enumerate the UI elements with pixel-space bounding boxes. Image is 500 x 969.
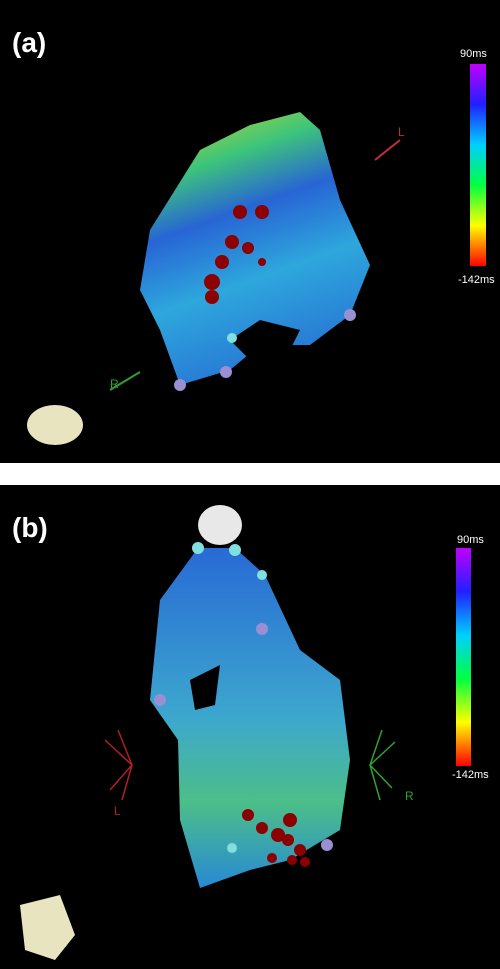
scale-max: 90ms [460,48,487,60]
axis-right: R [405,789,414,803]
panel-label: (a) [12,27,46,58]
axis-right: R [110,377,119,391]
panel-label: (b) [12,512,48,543]
color-bar [470,64,486,266]
figure: (a) 90ms -142ms L R (b) 90ms -142ms [0,0,500,969]
color-bar [456,548,471,766]
scale-min: -142ms [458,274,495,286]
panel-a: (a) 90ms -142ms L R [0,0,500,463]
axis-left: L [398,125,405,139]
scale-min: -142ms [452,769,489,781]
orientation-heart [27,405,83,445]
scale-max: 90ms [457,534,484,546]
axis-left: L [114,804,121,818]
panel-b: (b) 90ms -142ms L R [0,485,500,969]
valve [198,505,242,545]
